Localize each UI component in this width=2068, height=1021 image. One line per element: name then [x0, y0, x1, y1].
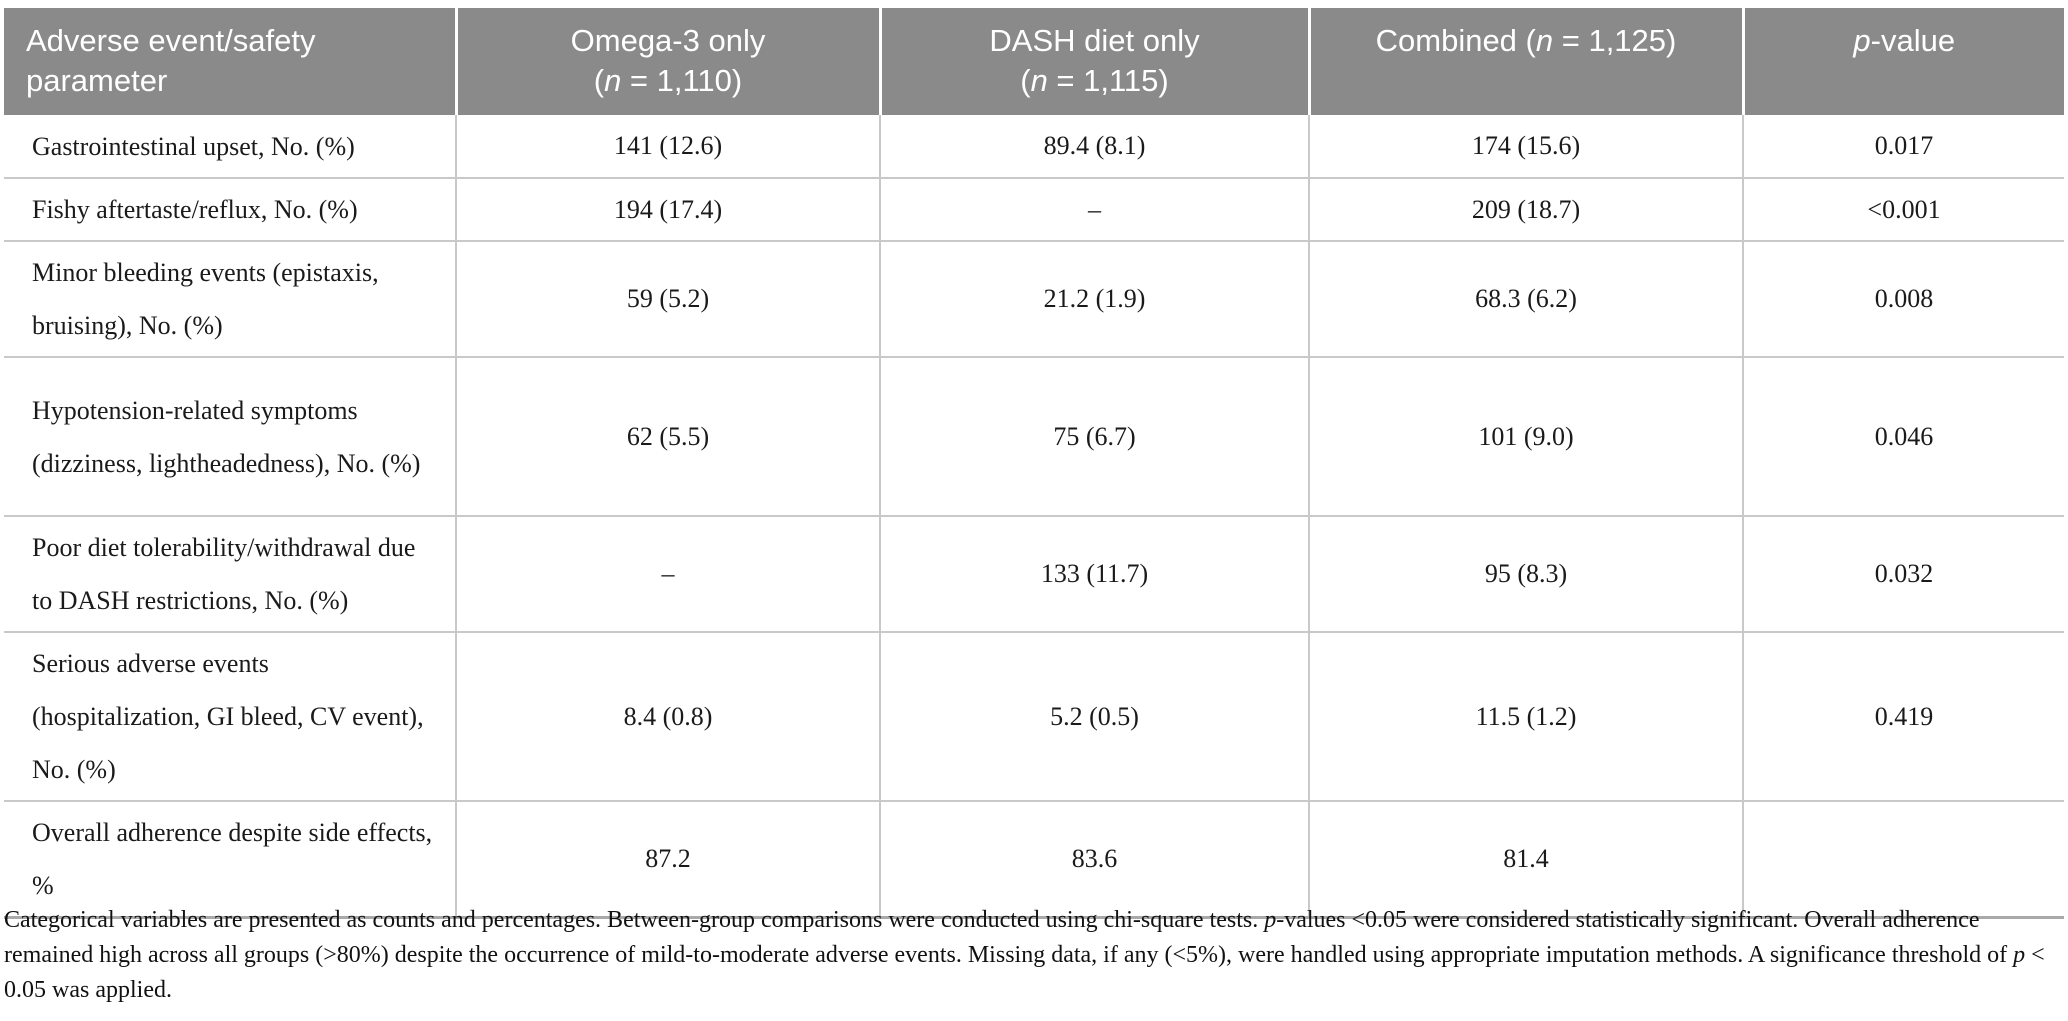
table-row-hypotension: Hypotension-related symptoms (dizziness,… — [4, 356, 2064, 517]
dash-value: 83.6 — [879, 800, 1310, 919]
row-label: Gastrointestinal upset, No. (%) — [4, 115, 457, 179]
table-row-fishy-aftertaste: Fishy aftertaste/reflux, No. (%) 194 (17… — [4, 177, 2064, 242]
omega3-value: 87.2 — [455, 800, 881, 919]
combined-value: 95 (8.3) — [1308, 515, 1744, 633]
dash-value: 5.2 (0.5) — [879, 631, 1310, 802]
combined-value: 209 (18.7) — [1308, 177, 1744, 242]
omega3-value: 141 (12.6) — [455, 115, 881, 179]
row-label: Minor bleeding events (epistaxis, bruisi… — [4, 240, 457, 358]
dash-value: 89.4 (8.1) — [879, 115, 1310, 179]
p-value: 0.017 — [1742, 115, 2064, 179]
omega3-value: – — [455, 515, 881, 633]
row-label: Hypotension-related symptoms (dizziness,… — [4, 356, 457, 517]
table-row-overall-adherence: Overall adherence despite side effects, … — [4, 800, 2064, 919]
dash-value: – — [879, 177, 1310, 242]
table-row-gastrointestinal: Gastrointestinal upset, No. (%) 141 (12.… — [4, 115, 2064, 179]
p-value: 0.419 — [1742, 631, 2064, 802]
header-cell-omega3: Omega-3 only (n = 1,110) — [454, 8, 880, 115]
row-label: Poor diet tolerability/withdrawal due to… — [4, 515, 457, 633]
dash-value: 21.2 (1.9) — [879, 240, 1310, 358]
row-label: Overall adherence despite side effects, … — [4, 800, 457, 919]
row-label: Serious adverse events (hospitalization,… — [4, 631, 457, 802]
table-body: Gastrointestinal upset, No. (%) 141 (12.… — [4, 115, 2064, 919]
table-footnote: Categorical variables are presented as c… — [4, 907, 2045, 1003]
p-value: 0.032 — [1742, 515, 2064, 633]
combined-value: 174 (15.6) — [1308, 115, 1744, 179]
table-row-minor-bleeding: Minor bleeding events (epistaxis, bruisi… — [4, 240, 2064, 358]
adverse-events-table: Adverse event/safety parameter Omega-3 o… — [4, 8, 2064, 919]
table-header: Adverse event/safety parameter Omega-3 o… — [4, 8, 2064, 115]
header-cell-combined: Combined (n = 1,125) — [1307, 8, 1743, 115]
dash-value: 75 (6.7) — [879, 356, 1310, 517]
dash-value: 133 (11.7) — [879, 515, 1310, 633]
omega3-value: 8.4 (0.8) — [455, 631, 881, 802]
p-value: <0.001 — [1742, 177, 2064, 242]
header-cell-parameter: Adverse event/safety parameter — [4, 8, 456, 115]
header-cell-dash-diet: DASH diet only (n = 1,115) — [878, 8, 1309, 115]
omega3-value: 59 (5.2) — [455, 240, 881, 358]
p-value: 0.008 — [1742, 240, 2064, 358]
table-row-serious-adverse: Serious adverse events (hospitalization,… — [4, 631, 2064, 802]
table-row-poor-tolerability: Poor diet tolerability/withdrawal due to… — [4, 515, 2064, 633]
p-value — [1742, 800, 2064, 919]
p-value: 0.046 — [1742, 356, 2064, 517]
row-label: Fishy aftertaste/reflux, No. (%) — [4, 177, 457, 242]
combined-value: 68.3 (6.2) — [1308, 240, 1744, 358]
omega3-value: 62 (5.5) — [455, 356, 881, 517]
header-cell-p-value: p-value — [1741, 8, 2064, 115]
header-row: Adverse event/safety parameter Omega-3 o… — [4, 8, 2064, 115]
combined-value: 81.4 — [1308, 800, 1744, 919]
combined-value: 101 (9.0) — [1308, 356, 1744, 517]
combined-value: 11.5 (1.2) — [1308, 631, 1744, 802]
omega3-value: 194 (17.4) — [455, 177, 881, 242]
